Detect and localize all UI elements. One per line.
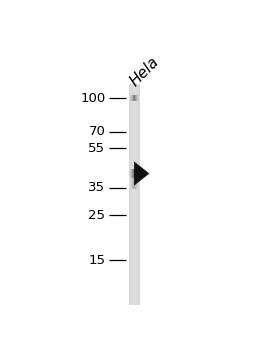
Text: 25: 25: [88, 209, 105, 222]
Polygon shape: [134, 162, 149, 185]
Text: Hela: Hela: [127, 54, 162, 89]
Text: 35: 35: [88, 181, 105, 194]
Text: 70: 70: [89, 125, 105, 138]
Text: 55: 55: [88, 142, 105, 155]
Text: 15: 15: [88, 254, 105, 267]
Text: 100: 100: [80, 91, 105, 105]
